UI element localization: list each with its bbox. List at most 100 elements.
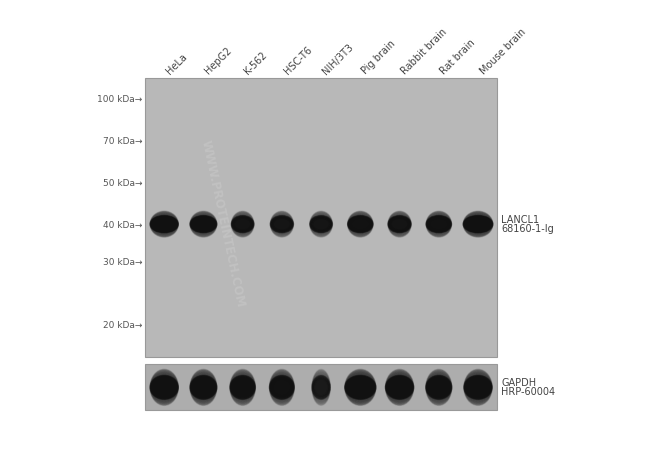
Ellipse shape: [427, 215, 450, 235]
Ellipse shape: [151, 217, 177, 233]
Ellipse shape: [151, 372, 177, 403]
Ellipse shape: [427, 377, 450, 398]
Ellipse shape: [151, 215, 177, 234]
Ellipse shape: [467, 378, 489, 397]
Ellipse shape: [231, 377, 254, 398]
Ellipse shape: [464, 217, 492, 233]
Ellipse shape: [465, 377, 491, 398]
Ellipse shape: [385, 376, 413, 399]
Ellipse shape: [427, 374, 450, 402]
Ellipse shape: [348, 378, 372, 397]
Ellipse shape: [388, 212, 411, 238]
Ellipse shape: [466, 218, 490, 231]
Ellipse shape: [190, 214, 216, 236]
Ellipse shape: [465, 374, 491, 402]
Ellipse shape: [387, 377, 412, 398]
Ellipse shape: [271, 214, 293, 235]
Ellipse shape: [464, 214, 492, 236]
Ellipse shape: [191, 374, 216, 402]
Ellipse shape: [426, 213, 451, 237]
Ellipse shape: [192, 218, 214, 231]
Ellipse shape: [345, 369, 376, 406]
Ellipse shape: [191, 214, 216, 235]
Ellipse shape: [311, 214, 332, 235]
Ellipse shape: [385, 369, 413, 406]
Ellipse shape: [313, 373, 330, 402]
Ellipse shape: [233, 217, 253, 232]
Ellipse shape: [190, 212, 217, 238]
Ellipse shape: [271, 213, 293, 236]
Ellipse shape: [270, 213, 293, 237]
Ellipse shape: [465, 377, 491, 398]
Ellipse shape: [346, 374, 374, 402]
Ellipse shape: [151, 377, 177, 398]
Ellipse shape: [273, 218, 291, 231]
Bar: [145, 365, 497, 411]
Text: HRP-60004: HRP-60004: [501, 387, 555, 397]
Ellipse shape: [311, 217, 332, 232]
Ellipse shape: [230, 369, 255, 406]
Ellipse shape: [192, 377, 215, 397]
Ellipse shape: [150, 370, 178, 405]
Ellipse shape: [271, 217, 293, 233]
Ellipse shape: [313, 218, 330, 231]
Ellipse shape: [386, 371, 413, 404]
Text: Rabbit brain: Rabbit brain: [400, 27, 449, 76]
Ellipse shape: [312, 371, 330, 404]
Ellipse shape: [314, 378, 328, 397]
Ellipse shape: [231, 374, 254, 402]
Ellipse shape: [152, 377, 176, 397]
Ellipse shape: [192, 217, 215, 232]
Ellipse shape: [388, 216, 411, 233]
Ellipse shape: [151, 217, 177, 232]
Ellipse shape: [310, 212, 332, 238]
Ellipse shape: [467, 379, 489, 396]
Ellipse shape: [272, 378, 292, 397]
Ellipse shape: [346, 374, 374, 401]
Ellipse shape: [230, 376, 255, 399]
Ellipse shape: [272, 378, 292, 397]
Ellipse shape: [191, 215, 216, 234]
Ellipse shape: [310, 213, 332, 236]
Ellipse shape: [389, 214, 411, 236]
Ellipse shape: [190, 371, 216, 404]
Ellipse shape: [152, 218, 176, 232]
Ellipse shape: [232, 378, 253, 397]
Ellipse shape: [313, 377, 330, 398]
Ellipse shape: [347, 377, 374, 397]
Ellipse shape: [313, 378, 329, 397]
Ellipse shape: [389, 217, 411, 233]
Ellipse shape: [150, 376, 178, 399]
Ellipse shape: [313, 377, 330, 398]
Ellipse shape: [465, 372, 491, 403]
Ellipse shape: [150, 212, 178, 237]
Ellipse shape: [233, 378, 253, 397]
Ellipse shape: [231, 212, 254, 237]
Ellipse shape: [313, 377, 329, 397]
Ellipse shape: [349, 215, 372, 234]
Ellipse shape: [232, 217, 253, 233]
Ellipse shape: [232, 213, 254, 236]
Text: WWW.PROTEINTECH.COM: WWW.PROTEINTECH.COM: [198, 139, 246, 308]
Ellipse shape: [464, 214, 492, 235]
Ellipse shape: [151, 377, 177, 398]
Ellipse shape: [428, 377, 450, 397]
Ellipse shape: [190, 216, 217, 233]
Ellipse shape: [193, 218, 214, 231]
Bar: [145, 79, 497, 357]
Ellipse shape: [349, 217, 372, 232]
Ellipse shape: [272, 218, 291, 231]
Ellipse shape: [387, 374, 412, 401]
Ellipse shape: [190, 372, 216, 404]
Ellipse shape: [428, 378, 449, 397]
Ellipse shape: [388, 213, 411, 237]
Ellipse shape: [150, 369, 178, 406]
Ellipse shape: [310, 212, 332, 237]
Ellipse shape: [271, 215, 293, 235]
Ellipse shape: [312, 376, 330, 399]
Ellipse shape: [231, 216, 254, 233]
Ellipse shape: [313, 372, 330, 403]
Ellipse shape: [311, 218, 331, 232]
Ellipse shape: [463, 217, 492, 233]
Ellipse shape: [232, 377, 254, 397]
